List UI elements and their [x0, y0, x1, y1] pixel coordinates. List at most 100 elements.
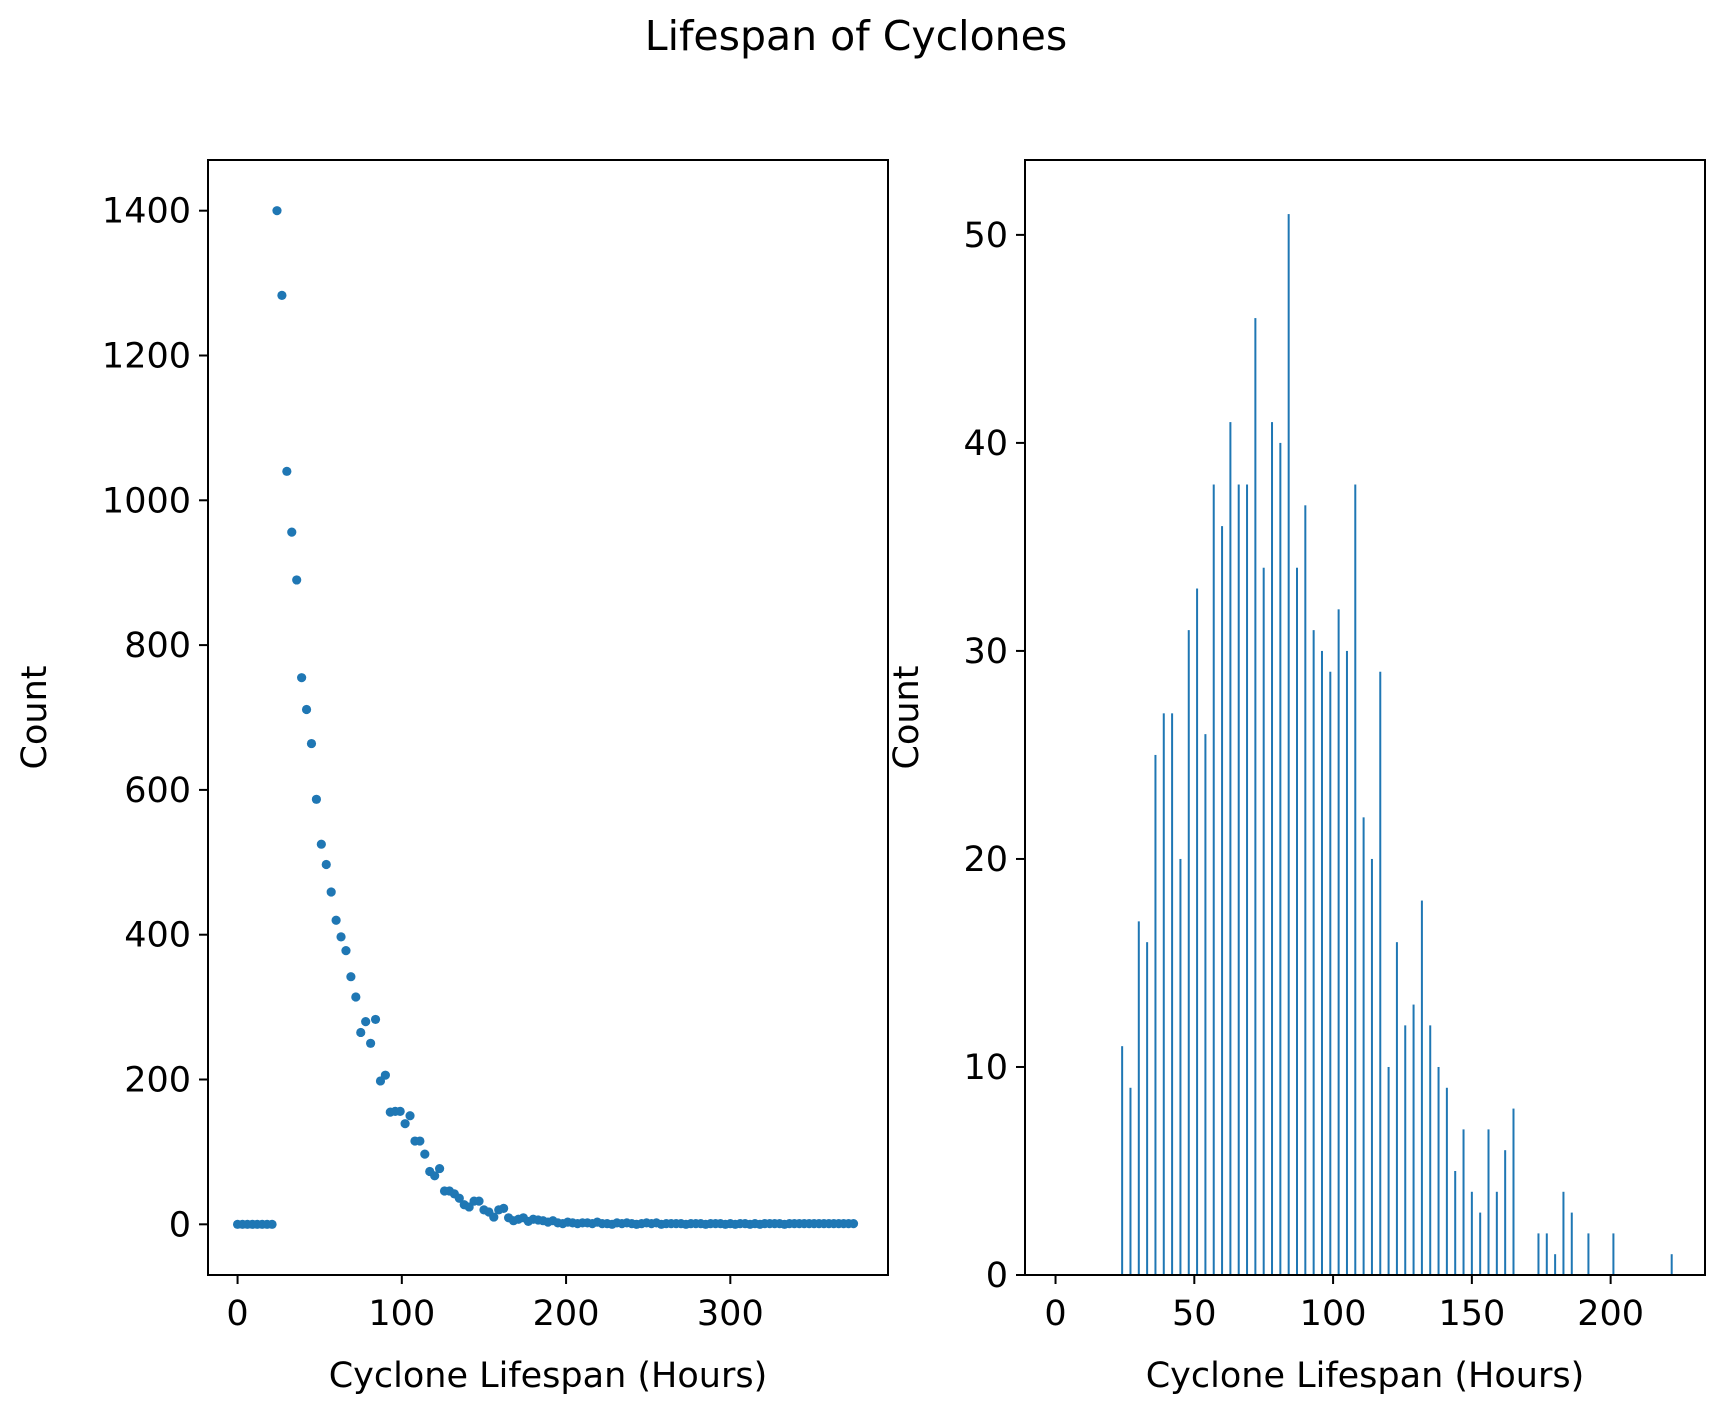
y-tick-label: 1200: [102, 336, 191, 376]
histogram-bar: [1395, 942, 1398, 1275]
histogram-bar: [1470, 1191, 1473, 1275]
scatter-point: [366, 1038, 376, 1048]
scatter-point: [380, 1070, 390, 1080]
x-tick-label: 150: [1438, 1294, 1505, 1334]
left-data-points: [232, 206, 859, 1229]
y-tick-label: 50: [963, 216, 1008, 256]
scatter-point: [351, 992, 361, 1002]
x-tick-label: 100: [1300, 1294, 1367, 1334]
scatter-point: [301, 704, 312, 715]
histogram-bar: [1329, 671, 1332, 1275]
scatter-point: [395, 1106, 405, 1116]
histogram-bar: [1121, 1046, 1124, 1275]
histogram-bar: [1246, 484, 1249, 1276]
x-tick-label: 100: [368, 1294, 435, 1334]
left-x-ticks: 0 100 200 300: [226, 1275, 764, 1334]
y-tick-label: 1400: [102, 192, 191, 232]
histogram-bar: [1445, 1087, 1448, 1275]
left-plot-frame: [207, 159, 889, 1276]
histogram-bar: [1554, 1254, 1557, 1275]
scatter-point: [361, 1016, 371, 1027]
left-x-axis-label: Cyclone Lifespan (Hours): [329, 1356, 768, 1396]
scatter-point: [346, 972, 356, 982]
histogram-bar: [1229, 422, 1232, 1275]
right-bar-chart: 0 50 100 150 200 0 10 20 30 40 50 Cyclone Lifespa…: [887, 159, 1706, 1396]
x-tick-label: 50: [1172, 1294, 1217, 1334]
scatter-point: [336, 932, 346, 942]
scatter-point: [370, 1014, 381, 1025]
left-y-axis-label: Count: [15, 666, 55, 770]
right-y-ticks: 0 10 20 30 40 50: [963, 216, 1025, 1296]
histogram-bar: [1512, 1108, 1515, 1275]
histogram-bar: [1287, 214, 1290, 1275]
x-tick-label: 200: [1577, 1294, 1644, 1334]
left-y-ticks: 0 200 400 600 800 1000 1200 1400: [102, 192, 208, 1245]
y-tick-label: 0: [169, 1205, 191, 1245]
histogram-bar: [1129, 1087, 1132, 1275]
scatter-point: [400, 1119, 410, 1129]
histogram-bar: [1370, 858, 1373, 1275]
histogram-bar: [1670, 1254, 1673, 1275]
scatter-point: [287, 527, 297, 537]
scatter-point: [499, 1203, 509, 1213]
right-x-ticks: 0 50 100 150 200: [1044, 1275, 1644, 1334]
histogram-bar: [1312, 630, 1315, 1275]
scatter-point: [292, 575, 302, 585]
histogram-bar: [1279, 442, 1282, 1275]
scatter-point: [489, 1212, 499, 1222]
scatter-point: [454, 1193, 464, 1203]
y-tick-label: 800: [124, 626, 191, 666]
histogram-bar: [1462, 1129, 1465, 1275]
histogram-bar: [1479, 1212, 1482, 1275]
histogram-bar: [1196, 588, 1199, 1275]
histogram-bar: [1271, 422, 1274, 1275]
scatter-point: [430, 1171, 440, 1181]
scatter-point: [434, 1163, 445, 1174]
scatter-point: [277, 290, 287, 300]
histogram-bar: [1237, 484, 1240, 1276]
histogram-bar: [1146, 942, 1149, 1275]
histogram-bar: [1187, 630, 1190, 1275]
right-x-axis-label: Cyclone Lifespan (Hours): [1146, 1356, 1585, 1396]
right-plot-frame: [1024, 159, 1706, 1276]
histogram-bar: [1562, 1191, 1565, 1275]
histogram-bar: [1320, 650, 1323, 1275]
scatter-point: [474, 1196, 484, 1206]
histogram-bar: [1345, 650, 1348, 1275]
histogram-bar: [1262, 567, 1265, 1275]
y-tick-label: 200: [124, 1061, 191, 1101]
histogram-bar: [1179, 858, 1182, 1275]
histogram-bar: [1204, 734, 1207, 1275]
y-tick-label: 30: [963, 632, 1008, 672]
histogram-bar: [1212, 484, 1215, 1276]
histogram-bar: [1612, 1233, 1615, 1275]
scatter-point: [282, 466, 292, 476]
y-tick-label: 20: [963, 840, 1008, 880]
scatter-point: [316, 839, 326, 849]
y-tick-label: 10: [963, 1048, 1008, 1088]
histogram-bar: [1454, 1170, 1457, 1275]
scatter-point: [326, 887, 336, 897]
y-tick-label: 400: [124, 916, 191, 956]
scatter-point: [420, 1149, 430, 1159]
scatter-point: [311, 794, 322, 804]
histogram-bar: [1254, 318, 1257, 1275]
scatter-point: [415, 1136, 425, 1146]
right-data-bars: [1121, 214, 1673, 1276]
histogram-bar: [1162, 713, 1165, 1275]
histogram-bar: [1429, 1025, 1432, 1275]
histogram-bar: [1337, 609, 1340, 1275]
histogram-bar: [1221, 526, 1224, 1275]
x-tick-label: 200: [533, 1294, 600, 1334]
histogram-bar: [1545, 1233, 1548, 1275]
scatter-point: [272, 206, 282, 216]
histogram-bar: [1404, 1025, 1407, 1275]
y-tick-label: 600: [124, 771, 191, 811]
scatter-point: [321, 859, 331, 870]
y-tick-label: 1000: [102, 481, 191, 521]
histogram-bar: [1137, 921, 1140, 1275]
scatter-point: [331, 915, 341, 925]
histogram-bar: [1412, 1004, 1415, 1275]
histogram-bar: [1296, 567, 1298, 1275]
histogram-bar: [1387, 1066, 1390, 1275]
